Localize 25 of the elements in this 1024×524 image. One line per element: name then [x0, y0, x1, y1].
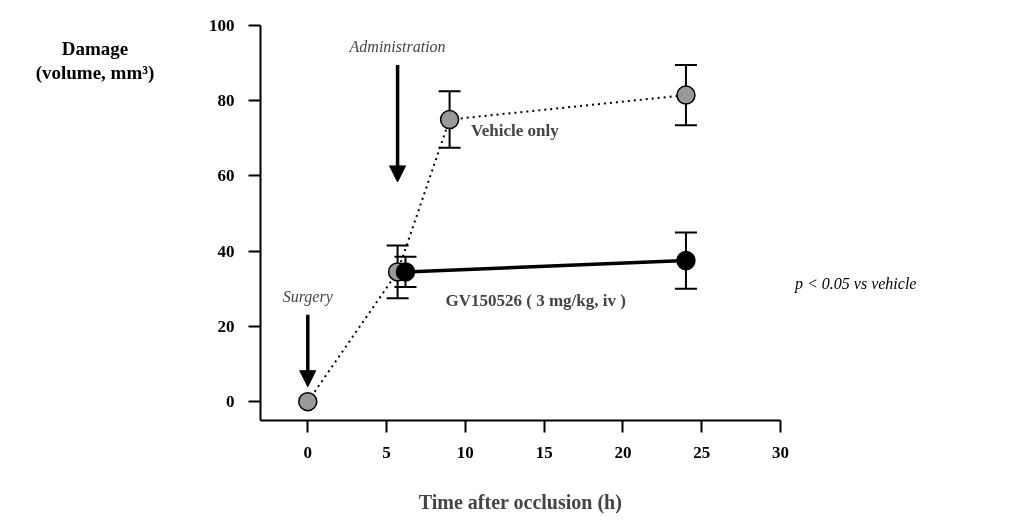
x-tick-label: 5 [382, 442, 391, 462]
series-label: Vehicle only [470, 121, 560, 141]
x-tick-label: 10 [456, 442, 474, 462]
point [676, 250, 696, 271]
series-label: GV150526 ( 3 mg/kg, iv ) [445, 290, 626, 310]
y-tick-label: 80 [217, 91, 235, 111]
x-axis-title: Time after occlusion (h) [418, 490, 622, 514]
y-tick-label: 60 [217, 166, 235, 186]
y-tick-label: 0 [226, 392, 235, 412]
y-tick-label: 100 [209, 16, 235, 35]
x-tick-label: 15 [535, 442, 553, 462]
y-tick-label: 20 [217, 316, 235, 336]
point [298, 391, 318, 412]
point [395, 262, 416, 282]
x-tick-label: 20 [614, 442, 632, 462]
x-tick-label: 30 [772, 442, 789, 462]
text: p < 0.05 vs vehicle [795, 274, 917, 295]
y-tick-label: 40 [217, 241, 235, 261]
annotation: Administration [348, 37, 446, 55]
point [676, 85, 696, 105]
x-tick-label: 25 [693, 442, 711, 462]
x-tick-label: 0 [303, 442, 313, 462]
point [439, 109, 460, 130]
y-axis-title: Damage (volume, mm³) [35, 37, 155, 85]
annotation: Surgery [282, 287, 334, 306]
